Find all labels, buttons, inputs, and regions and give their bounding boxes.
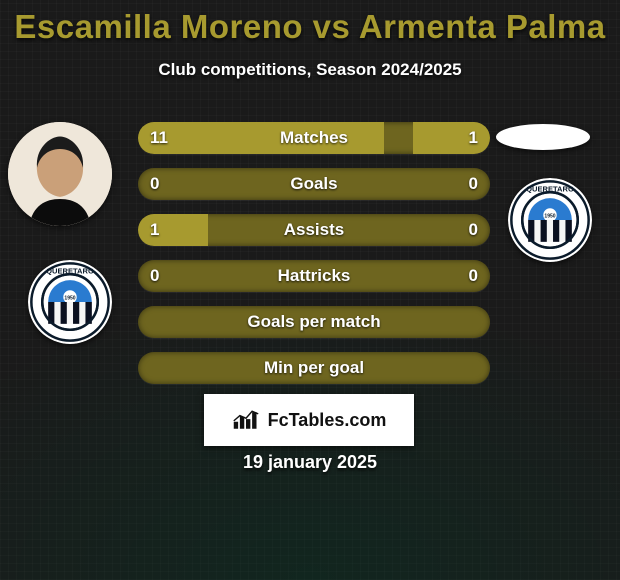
title-text: Escamilla Moreno vs Armenta Palma	[14, 8, 605, 45]
subtitle-text: Club competitions, Season 2024/2025	[158, 60, 461, 79]
stat-label: Goals	[138, 168, 490, 200]
club-badge-icon: QUERETARO 1950	[28, 260, 112, 344]
stat-row: 00Hattricks	[138, 260, 490, 292]
club-badge-icon: QUERETARO 1950	[508, 178, 592, 262]
stat-label: Matches	[138, 122, 490, 154]
stat-label: Min per goal	[138, 352, 490, 384]
stat-rows: 111Matches 00Goals 10Assists 00Hattricks Goa…	[138, 122, 490, 398]
stat-row: Min per goal	[138, 352, 490, 384]
subtitle: Club competitions, Season 2024/2025	[0, 60, 620, 80]
stat-row: 00Goals	[138, 168, 490, 200]
date-text: 19 january 2025	[243, 452, 377, 472]
player1-avatar	[8, 122, 112, 226]
page-title: Escamilla Moreno vs Armenta Palma	[0, 8, 620, 46]
stat-row: 111Matches	[138, 122, 490, 154]
club-year: 1950	[64, 295, 75, 301]
date-label: 19 january 2025	[0, 452, 620, 473]
player2-club-badge: QUERETARO 1950	[508, 178, 592, 262]
watermark-text: FcTables.com	[268, 410, 387, 431]
stat-label: Hattricks	[138, 260, 490, 292]
player1-club-badge: QUERETARO 1950	[28, 260, 112, 344]
person-icon	[8, 122, 112, 226]
stat-row: 10Assists	[138, 214, 490, 246]
watermark: FcTables.com	[204, 394, 414, 446]
stat-row: Goals per match	[138, 306, 490, 338]
stat-label: Assists	[138, 214, 490, 246]
player2-avatar	[496, 124, 590, 150]
bar-chart-icon	[232, 409, 260, 431]
club-year: 1950	[544, 213, 555, 219]
stat-label: Goals per match	[138, 306, 490, 338]
